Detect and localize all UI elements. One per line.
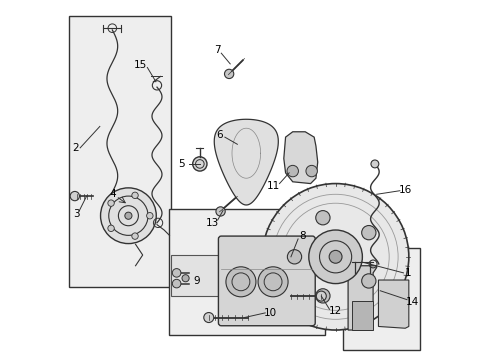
Polygon shape [347,266,376,330]
Circle shape [286,165,298,177]
Polygon shape [214,119,278,205]
Text: 11: 11 [266,181,280,191]
Circle shape [308,230,362,284]
FancyBboxPatch shape [342,248,419,350]
Circle shape [328,250,341,263]
Polygon shape [283,132,317,184]
Circle shape [315,211,329,225]
Circle shape [305,165,317,177]
Text: 16: 16 [398,185,411,195]
Text: 15: 15 [134,60,147,70]
Circle shape [287,249,301,264]
Circle shape [108,200,114,206]
FancyBboxPatch shape [69,16,171,287]
Text: 14: 14 [405,297,418,307]
Text: 9: 9 [193,276,199,286]
Circle shape [172,279,181,288]
Polygon shape [378,280,408,328]
Circle shape [172,269,181,277]
Circle shape [146,212,153,219]
Text: 6: 6 [216,130,223,140]
Circle shape [108,225,114,231]
Text: 5: 5 [178,159,185,169]
Text: 3: 3 [73,209,80,219]
FancyBboxPatch shape [218,236,315,326]
Text: 2: 2 [72,143,79,153]
Text: 7: 7 [214,45,221,55]
FancyBboxPatch shape [169,208,324,336]
Text: 8: 8 [299,231,305,242]
Circle shape [70,192,80,201]
Text: 12: 12 [328,306,342,316]
Circle shape [132,192,138,199]
Circle shape [258,267,287,297]
Circle shape [225,267,255,297]
Circle shape [216,207,225,216]
Text: 13: 13 [205,218,219,228]
FancyBboxPatch shape [171,255,223,296]
Circle shape [224,69,233,78]
Text: 10: 10 [263,308,276,318]
Circle shape [101,188,156,244]
Circle shape [370,160,378,168]
Circle shape [203,312,213,323]
Circle shape [316,291,325,301]
Circle shape [182,275,189,282]
Circle shape [361,274,375,288]
Text: 1: 1 [404,268,410,278]
Circle shape [315,289,329,303]
Circle shape [132,233,138,239]
Polygon shape [351,301,372,330]
Circle shape [192,157,206,171]
Circle shape [262,184,408,330]
Circle shape [124,212,132,219]
Circle shape [361,225,375,240]
Text: 4: 4 [109,189,115,199]
